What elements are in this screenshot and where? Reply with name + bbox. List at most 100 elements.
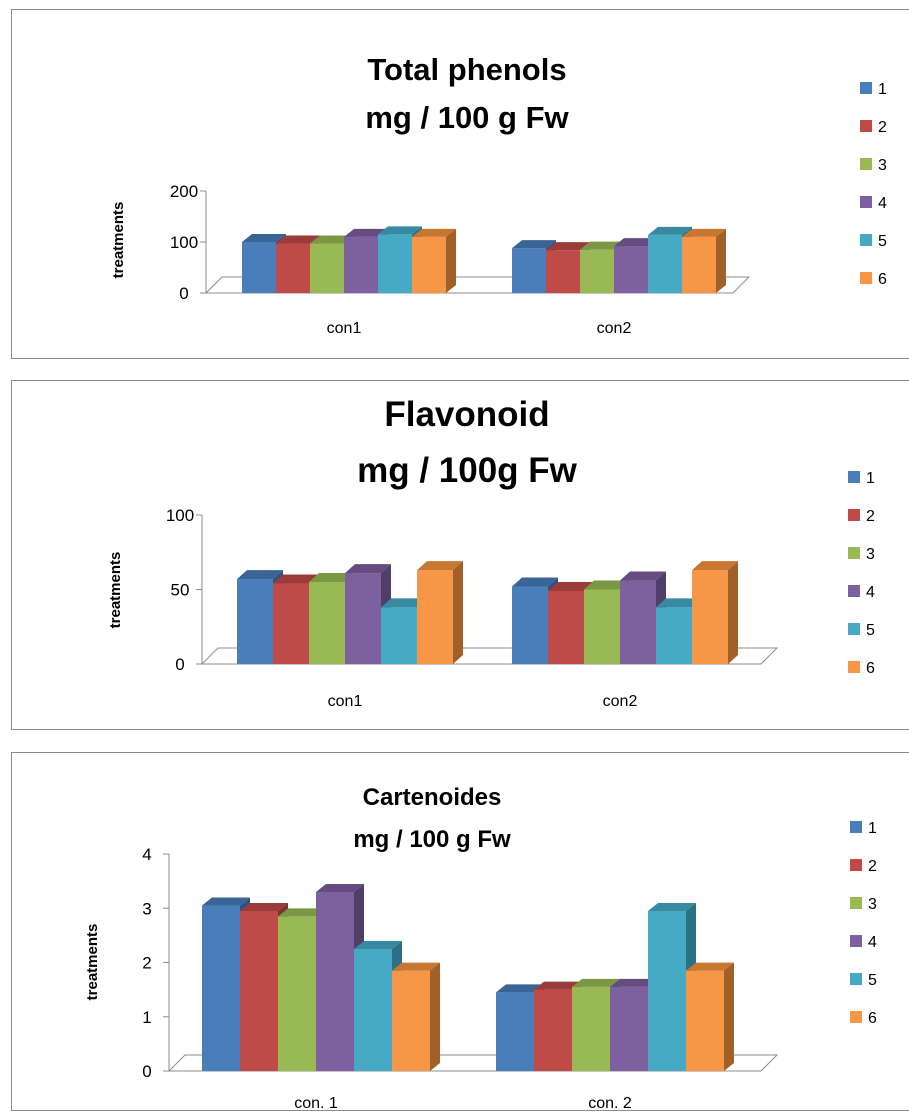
chart-svg: Flavonoid mg / 100g Fw treatments 0 50 100 con… [107,395,875,710]
bar-front [417,570,453,664]
chart-title-line: Cartenoides [363,784,502,811]
bar-top [546,242,590,251]
chart-panel-total-phenols: Total phenols mg / 100 g Fw treatments 0 100… [11,9,909,359]
x-category-label: con2 [603,693,638,710]
legend-swatch [850,1011,862,1023]
legend-swatch [860,196,872,208]
legend-label: 1 [878,81,887,98]
bar-front [572,986,610,1071]
legend-swatch [860,234,872,246]
bar-side [716,228,726,293]
bar-top [237,570,283,580]
bar-front [692,570,728,664]
chart-panel-flavonoid: Flavonoid mg / 100g Fw treatments 0 50 100 con… [11,380,909,730]
bar-front [686,970,724,1071]
bar-top [202,897,250,906]
legend-label: 5 [868,972,877,989]
bar-top [309,573,355,583]
bar-front [512,248,546,293]
bar [344,228,388,293]
chart-title-line: mg / 100g Fw [357,451,578,490]
bar-front [344,236,378,293]
legend-label: 6 [878,271,887,288]
bar-top [344,228,388,237]
bar-front [648,234,682,293]
y-tick-label: 4 [142,845,151,864]
bar-front [276,243,310,293]
legend-swatch [850,973,862,985]
legend-swatch [850,897,862,909]
bar-top [240,902,288,911]
bar-top [648,226,692,235]
bar-top [273,574,319,584]
bar-top [381,598,427,608]
chart-panel-cartenoides: Cartenoides mg / 100 g Fw treatments 0 1 2 3 4 c… [11,752,909,1112]
bar-front [237,579,273,664]
chart-title-line: mg / 100 g Fw [365,100,569,135]
bar [682,228,726,293]
bar-top [648,902,696,911]
bar-front [580,249,614,293]
x-category-label: con2 [597,320,632,337]
y-tick-label: 0 [142,1062,151,1081]
bar [392,962,440,1071]
bar-top [534,981,582,990]
bar-top [354,940,402,949]
legend-label: 4 [868,934,877,951]
legend-label: 2 [866,508,875,525]
legend-label: 1 [868,820,877,837]
bar-top [278,908,326,917]
legend-label: 3 [868,896,877,913]
chart-title-line: mg / 100 g Fw [353,826,511,853]
legend-swatch [860,82,872,94]
bar-top [417,561,463,571]
y-tick-label: 100 [166,506,194,525]
bar-top [572,978,620,987]
bar-front [614,246,648,293]
bar-top [580,241,624,250]
y-tick-label: 0 [179,284,188,303]
bar [686,962,734,1071]
bar-top [412,228,456,237]
y-axis-label: treatments [107,552,124,629]
legend-swatch [850,935,862,947]
bar-top [610,978,658,987]
legend-label: 3 [878,157,887,174]
legend-swatch [860,158,872,170]
bar-front [548,590,584,664]
y-tick-label: 2 [142,954,151,973]
y-tick-label: 200 [170,182,198,201]
legend-label: 6 [866,660,875,677]
y-axis-label: treatments [84,924,101,1001]
bar-front [242,242,276,293]
y-tick-label: 50 [171,581,190,600]
legend-swatch [850,821,862,833]
bar-top [345,564,391,574]
bar-front [648,910,686,1071]
legend-label: 4 [866,584,875,601]
bar-front [310,243,344,293]
x-category-label: con1 [327,320,362,337]
bar-front [610,986,648,1071]
bar [580,241,624,293]
legend-label: 5 [878,233,887,250]
legend-swatch [860,272,872,284]
bar-front [378,234,412,293]
bar-front [620,580,656,664]
bar-front [309,582,345,664]
bar-top [242,234,286,242]
bar-top [584,580,630,590]
bar-top [686,962,734,971]
bar-side [453,561,463,664]
bar-top [392,962,440,971]
legend-label: 6 [868,1010,877,1027]
bar-top [656,598,702,608]
legend-label: 4 [878,195,887,212]
bar-top [512,577,558,587]
chart-title-line: Total phenols [367,52,566,87]
y-tick-label: 1 [142,1008,151,1027]
y-axis-label: treatments [110,202,127,279]
bar-top [620,571,666,581]
chart-title-line: Flavonoid [384,395,549,434]
legend-swatch [848,471,860,483]
